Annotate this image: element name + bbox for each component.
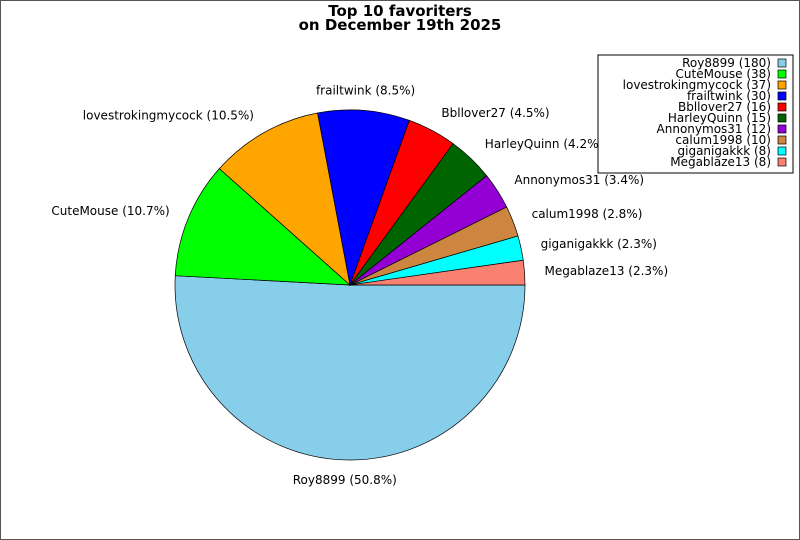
slice-label-harleyquinn: HarleyQuinn (4.2%) <box>485 137 603 151</box>
pie-slices <box>174 109 526 461</box>
chart-title-line-1: Top 10 favoriters <box>328 2 472 20</box>
legend-label-bbllover27: Bbllover27 (16) <box>678 100 771 114</box>
pie-slice-frailtwink <box>317 109 410 287</box>
legend-swatch-frailtwink <box>777 91 787 101</box>
slice-label-giganigakkk: giganigakkk (2.3%) <box>541 237 657 251</box>
legend-label-roy8899: Roy8899 (180) <box>682 56 771 70</box>
pie-slice-cutemouse <box>174 168 351 286</box>
pie-slice-roy8899 <box>174 275 526 461</box>
legend-swatch-lovestrokingmycock <box>777 80 787 90</box>
legend-label-lovestrokingmycock: lovestrokingmycock (37) <box>623 78 771 92</box>
slice-label-cutemouse: CuteMouse (10.7%) <box>51 204 169 218</box>
legend-label-harleyquinn: HarleyQuinn (15) <box>668 111 771 125</box>
slice-label-bbllover27: Bbllover27 (4.5%) <box>441 106 549 120</box>
legend-swatch-harleyquinn <box>777 113 787 123</box>
chart-title-line-2: on December 19th 2025 <box>299 16 502 34</box>
slice-label-frailtwink: frailtwink (8.5%) <box>316 84 415 98</box>
legend-label-megablaze13: Megablaze13 (8) <box>670 155 771 169</box>
pie-slice-lovestrokingmycock <box>218 112 351 286</box>
legend-label-frailtwink: frailtwink (30) <box>687 89 771 103</box>
legend-label-giganigakkk: giganigakkk (8) <box>678 144 772 158</box>
legend-swatch-roy8899 <box>777 58 787 68</box>
slice-label-annonymos31: Annonymos31 (3.4%) <box>514 173 644 187</box>
legend-swatch-giganigakkk <box>777 146 787 156</box>
slice-label-roy8899: Roy8899 (50.8%) <box>293 473 397 487</box>
legend-box <box>597 54 794 174</box>
legend-swatch-calum1998 <box>777 135 787 145</box>
slice-label-calum1998: calum1998 (2.8%) <box>532 207 643 221</box>
legend-label-cutemouse: CuteMouse (38) <box>676 67 771 81</box>
pie-slice-megablaze13 <box>349 259 526 286</box>
slice-label-lovestrokingmycock: lovestrokingmycock (10.5%) <box>83 108 254 122</box>
legend-swatch-cutemouse <box>777 69 787 79</box>
legend-swatch-megablaze13 <box>777 157 787 167</box>
legend-label-calum1998: calum1998 (10) <box>675 133 771 147</box>
slice-label-megablaze13: Megablaze13 (2.3%) <box>545 264 669 278</box>
legend: Roy8899 (180)CuteMouse (38)lovestrokingm… <box>597 54 794 174</box>
legend-label-annonymos31: Annonymos31 (12) <box>657 122 771 136</box>
legend-swatch-bbllover27 <box>777 102 787 112</box>
pie-slice-labels: Roy8899 (50.8%) CuteMouse (10.7%) lovestro… <box>51 84 668 487</box>
legend-swatch-annonymos31 <box>777 124 787 134</box>
